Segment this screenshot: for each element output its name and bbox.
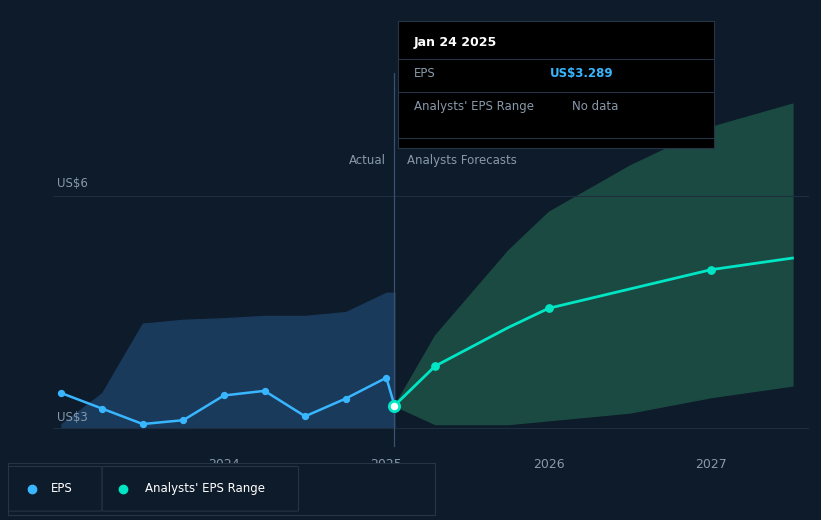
Text: No data: No data	[572, 100, 618, 113]
Text: Analysts Forecasts: Analysts Forecasts	[407, 154, 517, 167]
Point	[388, 401, 401, 410]
Text: US$6: US$6	[57, 177, 88, 190]
Text: US$3.289: US$3.289	[550, 67, 613, 80]
Text: Actual: Actual	[350, 154, 387, 167]
Text: Analysts' EPS Range: Analysts' EPS Range	[414, 100, 534, 113]
Point	[95, 405, 108, 413]
Point	[542, 304, 555, 313]
Point	[339, 394, 352, 402]
Text: Analysts' EPS Range: Analysts' EPS Range	[144, 483, 265, 495]
Point	[55, 389, 68, 397]
FancyBboxPatch shape	[8, 466, 102, 511]
Point	[299, 412, 312, 421]
Point	[177, 416, 190, 424]
Text: EPS: EPS	[51, 483, 72, 495]
Text: EPS: EPS	[414, 67, 436, 80]
Point	[258, 387, 271, 395]
FancyBboxPatch shape	[102, 466, 299, 511]
Text: US$3: US$3	[57, 411, 88, 424]
Text: Jan 24 2025: Jan 24 2025	[414, 36, 498, 49]
Point	[136, 420, 149, 428]
Point	[429, 362, 442, 370]
Point	[704, 266, 718, 274]
Point	[218, 392, 231, 400]
Point	[380, 373, 393, 382]
